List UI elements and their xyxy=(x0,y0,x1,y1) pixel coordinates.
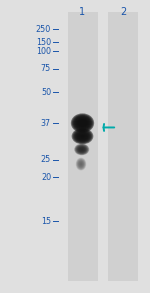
Text: 2: 2 xyxy=(120,7,126,17)
Ellipse shape xyxy=(79,134,86,139)
Ellipse shape xyxy=(72,114,93,132)
Text: 1: 1 xyxy=(80,7,85,17)
Ellipse shape xyxy=(76,117,89,129)
Ellipse shape xyxy=(75,144,89,155)
Ellipse shape xyxy=(78,160,84,168)
Ellipse shape xyxy=(78,146,85,152)
Ellipse shape xyxy=(74,130,92,143)
Ellipse shape xyxy=(79,147,85,152)
Bar xyxy=(108,12,138,281)
Ellipse shape xyxy=(71,113,94,133)
Ellipse shape xyxy=(76,145,87,154)
Text: 25: 25 xyxy=(41,155,51,164)
Ellipse shape xyxy=(77,159,85,169)
Text: 20: 20 xyxy=(41,173,51,182)
Ellipse shape xyxy=(82,136,83,137)
Text: 250: 250 xyxy=(36,25,51,34)
Ellipse shape xyxy=(78,133,87,139)
Ellipse shape xyxy=(80,121,85,125)
Ellipse shape xyxy=(74,144,89,155)
Ellipse shape xyxy=(78,119,87,127)
Ellipse shape xyxy=(80,134,85,138)
Ellipse shape xyxy=(80,148,84,151)
Ellipse shape xyxy=(77,146,86,153)
Ellipse shape xyxy=(76,158,86,171)
Text: 75: 75 xyxy=(41,64,51,73)
Ellipse shape xyxy=(75,145,88,154)
Ellipse shape xyxy=(79,120,86,126)
Text: 150: 150 xyxy=(36,38,51,47)
Ellipse shape xyxy=(78,160,84,168)
Ellipse shape xyxy=(76,158,86,170)
Ellipse shape xyxy=(73,115,92,131)
Ellipse shape xyxy=(81,135,84,138)
Text: 15: 15 xyxy=(41,217,51,226)
Text: 50: 50 xyxy=(41,88,51,97)
Ellipse shape xyxy=(76,132,89,141)
Ellipse shape xyxy=(73,129,92,144)
Ellipse shape xyxy=(72,128,93,144)
Ellipse shape xyxy=(77,146,87,153)
Ellipse shape xyxy=(77,118,88,128)
Ellipse shape xyxy=(82,122,83,124)
Text: 37: 37 xyxy=(41,119,51,127)
Ellipse shape xyxy=(74,130,91,142)
Bar xyxy=(68,12,98,281)
Text: 100: 100 xyxy=(36,47,51,56)
Ellipse shape xyxy=(81,121,84,125)
Ellipse shape xyxy=(77,159,85,169)
Ellipse shape xyxy=(78,161,84,167)
Ellipse shape xyxy=(75,131,90,142)
Ellipse shape xyxy=(77,132,88,140)
Ellipse shape xyxy=(79,147,84,151)
Ellipse shape xyxy=(74,116,91,130)
Ellipse shape xyxy=(75,117,90,130)
